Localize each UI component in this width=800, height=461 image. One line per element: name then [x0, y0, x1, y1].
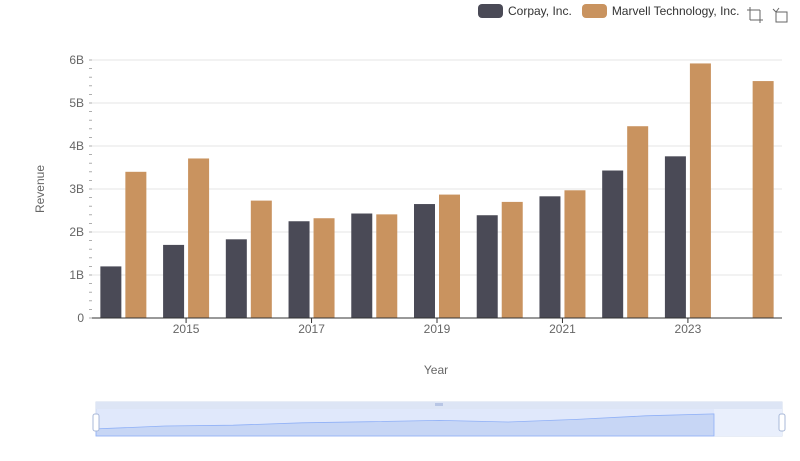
slider-unselected	[714, 409, 782, 436]
bar-marvell-2019	[439, 194, 460, 318]
bars-group	[100, 63, 774, 318]
chart-legend: Corpay, Inc. Marvell Technology, Inc.	[478, 4, 749, 18]
bar-corpay-2019	[414, 204, 435, 318]
bar-marvell-2023	[689, 63, 711, 318]
legend-label-corpay: Corpay, Inc.	[508, 4, 572, 18]
y-tick-label: 4B	[69, 139, 84, 153]
bar-corpay-2018	[351, 213, 373, 318]
bar-corpay-2014	[100, 266, 122, 318]
y-axis: 0 1B 2B 3B 4B 5B 6B	[69, 53, 92, 325]
x-tick-label: 2017	[298, 322, 325, 336]
data-zoom-slider[interactable]	[92, 401, 786, 437]
legend-item-marvell[interactable]: Marvell Technology, Inc.	[581, 4, 740, 18]
bar-corpay-2020	[476, 215, 498, 318]
bar-marvell-2022	[627, 126, 649, 318]
bar-corpay-2017	[288, 221, 310, 318]
zoom-reset-icon[interactable]	[772, 6, 790, 24]
zoom-icon[interactable]	[746, 6, 764, 24]
bar-marvell-2017	[313, 218, 335, 318]
bar-corpay-2021	[539, 196, 561, 318]
x-tick-label: 2023	[675, 322, 702, 336]
y-tick-label: 2B	[69, 225, 84, 239]
y-tick-label: 6B	[69, 53, 84, 67]
x-tick-label: 2021	[549, 322, 576, 336]
legend-swatch-corpay	[478, 4, 503, 18]
slider-right-handle[interactable]	[778, 413, 786, 432]
x-axis: 2015 2017 2019 2021 2023	[92, 317, 782, 336]
bar-marvell-2021	[564, 190, 586, 318]
bar-marvell-2016	[250, 200, 272, 318]
bar-marvell-2014	[125, 171, 147, 318]
y-tick-label: 1B	[69, 268, 84, 282]
slider-data-preview	[95, 413, 715, 437]
x-tick-label: 2015	[173, 322, 200, 336]
bar-corpay-2016	[225, 239, 247, 318]
legend-item-corpay[interactable]: Corpay, Inc.	[478, 4, 572, 18]
bar-corpay-2022	[602, 170, 624, 318]
chart-toolbox	[746, 6, 798, 24]
slider-grip[interactable]	[435, 403, 443, 406]
y-tick-label: 0	[77, 311, 84, 325]
bar-marvell-2024	[752, 81, 774, 318]
x-axis-title: Year	[424, 363, 448, 377]
legend-label-marvell: Marvell Technology, Inc.	[611, 4, 740, 18]
x-tick-label: 2019	[424, 322, 451, 336]
y-tick-label: 3B	[69, 182, 84, 196]
bar-marvell-2018	[376, 214, 398, 318]
bar-marvell-2020	[501, 201, 523, 318]
y-axis-title: Revenue	[33, 165, 47, 213]
legend-swatch-marvell	[581, 4, 607, 18]
bar-marvell-2015	[188, 158, 210, 318]
slider-left-handle[interactable]	[92, 413, 100, 432]
bar-corpay-2015	[163, 244, 185, 318]
bar-corpay-2023	[664, 156, 686, 318]
y-tick-label: 5B	[69, 96, 84, 110]
